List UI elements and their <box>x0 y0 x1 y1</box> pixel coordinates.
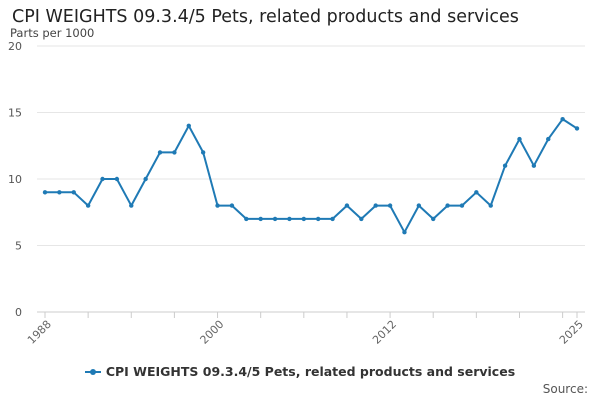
chart-title: CPI WEIGHTS 09.3.4/5 Pets, related produ… <box>12 7 519 27</box>
data-point[interactable] <box>387 203 393 208</box>
data-point[interactable] <box>42 190 48 195</box>
data-point[interactable] <box>531 163 537 168</box>
data-point[interactable] <box>272 216 278 222</box>
data-point[interactable] <box>157 150 163 155</box>
y-tick-label: 5 <box>15 240 22 253</box>
data-point[interactable] <box>373 203 378 208</box>
data-point[interactable] <box>229 203 235 208</box>
legend-swatch <box>84 367 101 377</box>
source-label: Source: <box>542 382 588 396</box>
gridlines <box>37 45 585 246</box>
data-point[interactable] <box>57 190 62 195</box>
data-point[interactable] <box>502 163 508 168</box>
x-tick-label: 2025 <box>557 318 586 347</box>
data-point[interactable] <box>560 116 565 122</box>
x-tick-label: 1988 <box>25 318 54 347</box>
data-point[interactable] <box>100 176 105 182</box>
data-point[interactable] <box>431 216 436 222</box>
y-axis-label: Parts per 1000 <box>10 26 95 40</box>
legend: CPI WEIGHTS 09.3.4/5 Pets, related produ… <box>0 364 600 379</box>
data-point[interactable] <box>416 203 422 208</box>
y-tick-label: 20 <box>8 40 22 53</box>
y-tick-label: 10 <box>8 173 22 186</box>
data-point[interactable] <box>143 176 148 182</box>
data-point[interactable] <box>287 216 292 222</box>
data-point[interactable] <box>574 126 580 131</box>
data-point[interactable] <box>186 123 191 128</box>
data-point[interactable] <box>344 203 350 208</box>
data-point[interactable] <box>445 203 450 208</box>
data-point[interactable] <box>315 216 321 222</box>
data-point[interactable] <box>71 190 76 195</box>
data-point[interactable] <box>359 216 364 222</box>
legend-label: CPI WEIGHTS 09.3.4/5 Pets, related produ… <box>105 364 516 379</box>
series-line <box>44 118 578 234</box>
series-layer <box>42 116 580 235</box>
y-tick-label: 15 <box>8 107 22 120</box>
data-point[interactable] <box>244 216 249 222</box>
data-point[interactable] <box>402 230 407 235</box>
data-point[interactable] <box>517 136 522 142</box>
data-point[interactable] <box>129 203 134 208</box>
y-tick-label: 0 <box>15 306 22 319</box>
legend-dot-marker <box>89 368 96 375</box>
data-point[interactable] <box>200 150 206 155</box>
data-point[interactable] <box>85 203 91 208</box>
x-tick-label: 2000 <box>197 318 226 347</box>
data-point[interactable] <box>301 216 307 222</box>
data-point[interactable] <box>215 203 220 208</box>
data-point[interactable] <box>258 216 263 222</box>
data-point[interactable] <box>172 150 177 155</box>
data-point[interactable] <box>459 203 465 208</box>
data-point[interactable] <box>488 203 493 208</box>
data-point[interactable] <box>330 216 335 222</box>
data-point[interactable] <box>474 190 479 195</box>
data-point[interactable] <box>546 136 551 142</box>
x-tick-label: 2012 <box>370 318 399 347</box>
data-point[interactable] <box>114 176 120 182</box>
